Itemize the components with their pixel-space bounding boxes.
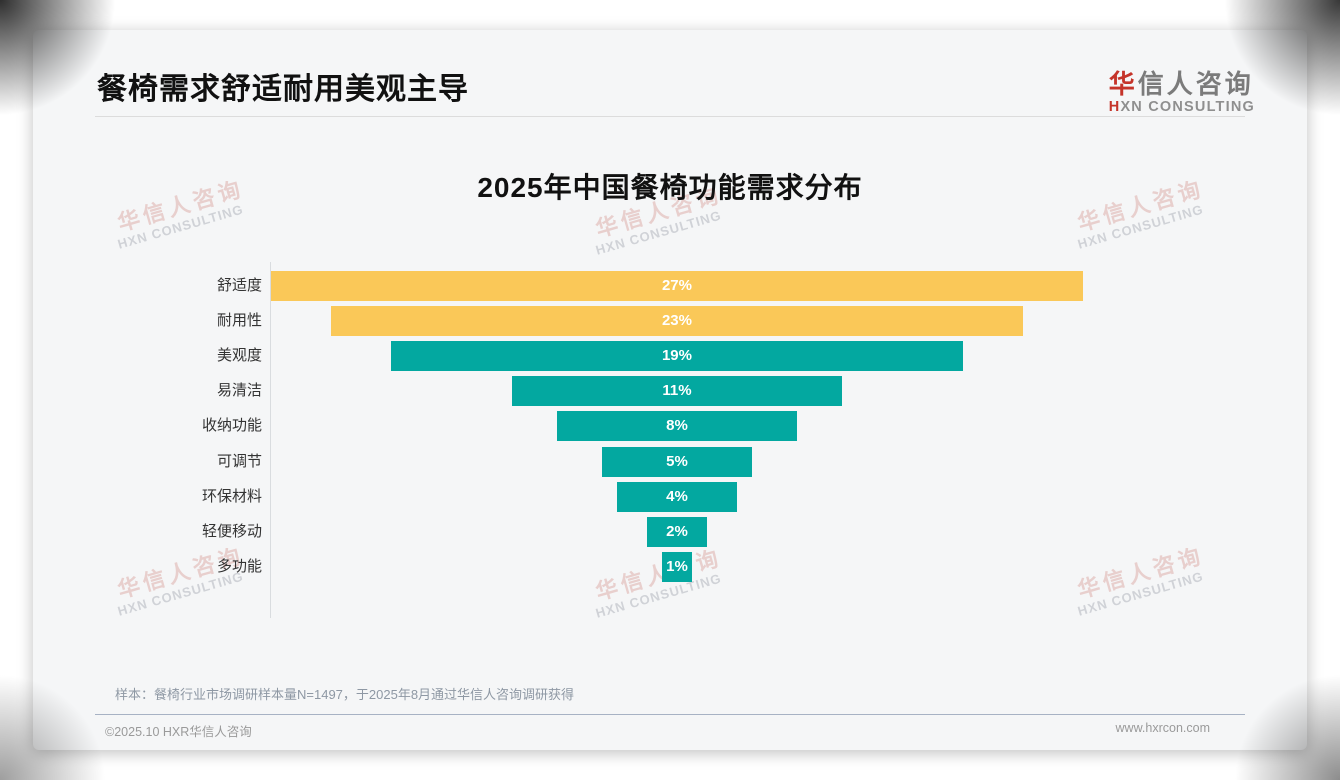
funnel-bar: 11% [511, 376, 843, 407]
logo-english-accent: H [1108, 99, 1121, 115]
value-label: 5% [666, 452, 688, 470]
category-label: 轻便移动 [201, 522, 262, 540]
funnel-row: 易清洁 11% [33, 376, 1307, 407]
footer-copyright: ©2025.10 HXR华信人咨询 [105, 725, 252, 739]
value-label: 4% [666, 487, 688, 505]
value-label: 27% [661, 277, 692, 294]
category-label: 环保材料 [201, 487, 262, 505]
value-label: 19% [661, 347, 692, 365]
category-label: 耐用性 [216, 312, 262, 330]
funnel-bar: 27% [271, 271, 1083, 301]
chart-axis-line [270, 262, 271, 618]
funnel-row: 可调节 5% [33, 446, 1307, 477]
category-label: 美观度 [216, 347, 262, 365]
funnel-bar: 2% [646, 516, 708, 547]
funnel-bar: 23% [331, 306, 1023, 337]
funnel-row: 美观度 19% [33, 341, 1307, 372]
logo-english-name: HXN CONSULTING [1109, 99, 1255, 116]
footer-divider [95, 714, 1245, 715]
watermark-english: HXN CONSULTING [593, 207, 724, 258]
funnel-bar: 4% [616, 481, 738, 512]
category-label: 舒适度 [216, 277, 262, 294]
chart-title: 2025年中国餐椅功能需求分布 [477, 172, 863, 203]
funnel-row: 收纳功能 8% [33, 411, 1307, 442]
funnel-row: 环保材料 4% [33, 481, 1307, 512]
header-divider [95, 116, 1245, 117]
funnel-bar: 1% [661, 551, 693, 582]
company-logo: 华信人咨询 HXN CONSULTING [1109, 70, 1255, 116]
category-label: 可调节 [216, 452, 262, 470]
funnel-row: 多功能 1% [33, 551, 1307, 582]
page-title: 餐椅需求舒适耐用美观主导 [97, 73, 469, 106]
logo-english-rest: XN CONSULTING [1120, 99, 1255, 115]
value-label: 8% [666, 417, 688, 435]
value-label: 11% [662, 382, 692, 400]
value-label: 23% [661, 312, 692, 330]
watermark-english: HXN CONSULTING [115, 201, 246, 252]
funnel-row: 轻便移动 2% [33, 516, 1307, 547]
value-label: 1% [666, 557, 688, 575]
funnel-bar: 19% [391, 341, 963, 372]
funnel-bar: 5% [601, 446, 753, 477]
funnel-row: 舒适度 27% [33, 271, 1307, 301]
category-label: 收纳功能 [201, 417, 262, 435]
logo-accent-char: 华 [1108, 69, 1138, 99]
value-label: 2% [666, 522, 688, 540]
footer-website: www.hxrcon.com [1115, 721, 1210, 735]
funnel-row: 耐用性 23% [33, 306, 1307, 337]
category-label: 多功能 [216, 557, 262, 575]
logo-chinese-name: 华信人咨询 [1109, 70, 1255, 98]
slide-card: 华信人咨询 HXN CONSULTING 华信人咨询 HXN CONSULTING 华信… [33, 30, 1307, 750]
category-label: 易清洁 [216, 382, 262, 400]
watermark-english: HXN CONSULTING [1075, 201, 1206, 252]
funnel-bar: 8% [556, 411, 798, 442]
sample-footnote: 样本：餐椅行业市场调研样本量N=1497，于2025年8月通过华信人咨询调研获得 [115, 687, 575, 702]
logo-name-rest: 信人咨询 [1137, 69, 1254, 99]
